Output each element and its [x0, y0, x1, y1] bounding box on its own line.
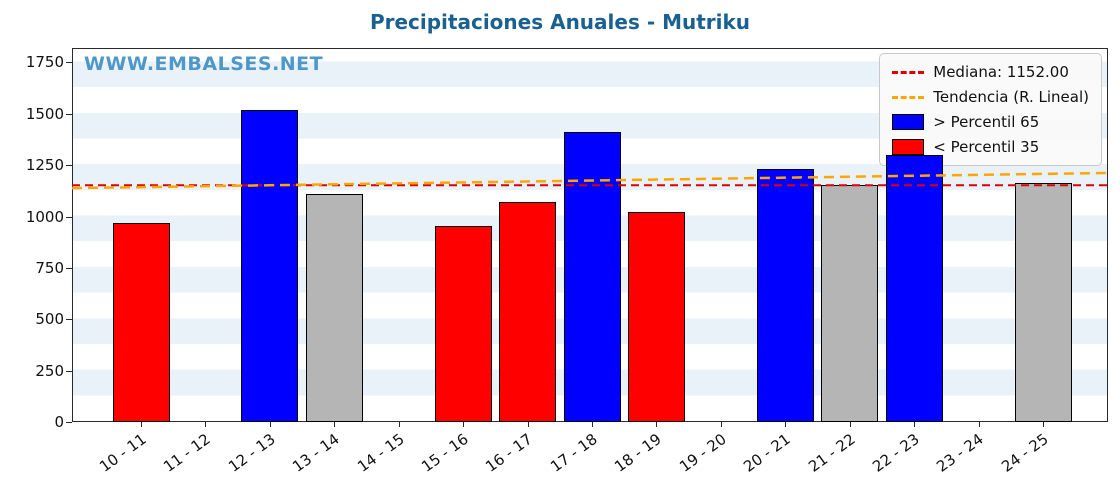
y-axis-tick-label: 1750: [25, 53, 64, 72]
x-axis-tick: [141, 422, 142, 427]
bar-13-14: [305, 193, 363, 422]
x-axis-tick-label: 14 - 15: [353, 430, 408, 476]
x-axis-tick: [205, 422, 207, 427]
x-axis-tick-label: 19 - 20: [675, 430, 730, 476]
x-axis-tick-label: 17 - 18: [547, 430, 601, 476]
y-axis-tick-label: 500: [35, 310, 64, 329]
legend-label: Mediana: 1152.00: [933, 63, 1069, 81]
x-axis-tick: [463, 422, 465, 427]
x-axis-tick-label: 12 - 13: [224, 430, 279, 476]
watermark: WWW.EMBALSES.NET: [84, 53, 324, 75]
x-axis-tick: [849, 422, 851, 427]
y-axis-tick-label: 250: [35, 361, 64, 380]
bar-15-16: [434, 225, 492, 422]
y-axis-tick: [66, 165, 72, 167]
y-axis-tick: [66, 216, 72, 218]
x-axis-tick: [1043, 422, 1044, 427]
x-axis-tick: [592, 422, 593, 427]
legend: Mediana: 1152.00 Tendencia (R. Lineal) > P…: [879, 53, 1102, 166]
legend-line-swatch: [892, 70, 925, 74]
legend-item: < Percentil 35: [892, 138, 1089, 156]
legend-item: Tendencia (R. Lineal): [892, 88, 1089, 106]
x-axis-tick-label: 16 - 17: [482, 430, 537, 476]
x-axis-tick-label: 18 - 19: [611, 430, 666, 476]
x-axis-tick-label: 23 - 24: [933, 430, 988, 476]
legend-item: > Percentil 65: [892, 113, 1089, 131]
bar-10-11: [112, 222, 170, 422]
legend-label: > Percentil 65: [933, 113, 1040, 131]
legend-label: < Percentil 35: [933, 138, 1040, 156]
y-axis-tick: [66, 319, 72, 321]
bar-22-23: [885, 154, 943, 422]
x-axis-tick: [398, 422, 400, 427]
legend-patch-swatch: [892, 139, 925, 155]
y-axis-tick: [66, 370, 72, 372]
chart-title: Precipitaciones Anuales - Mutriku: [369, 10, 751, 34]
legend-line-swatch: [892, 95, 925, 99]
x-axis-tick-label: 11 - 12: [160, 430, 215, 476]
y-axis-tick-label: 750: [35, 258, 64, 277]
x-axis-tick-label: 24 - 25: [998, 430, 1052, 476]
y-axis-tick: [66, 62, 72, 64]
bar-12-13: [241, 109, 299, 422]
x-axis-tick: [785, 422, 787, 427]
x-axis-tick: [720, 422, 722, 427]
x-axis-tick-label: 15 - 16: [418, 430, 472, 476]
legend-label: Tendencia (R. Lineal): [933, 88, 1089, 106]
legend-item: Mediana: 1152.00: [892, 63, 1089, 81]
bar-17-18: [563, 132, 621, 422]
x-axis-tick-label: 22 - 23: [869, 430, 923, 476]
y-axis-tick-label: 1000: [25, 207, 64, 226]
y-axis-tick-label: 1500: [25, 104, 64, 123]
y-axis-tick: [66, 422, 72, 423]
x-axis-tick: [656, 422, 658, 427]
bar-20-21: [756, 169, 814, 422]
x-axis-tick: [978, 422, 980, 427]
x-axis-tick: [914, 422, 916, 427]
y-axis-tick-label: 1250: [25, 156, 64, 175]
y-axis-tick: [66, 267, 72, 269]
y-axis-tick: [66, 113, 72, 115]
x-axis-tick: [334, 422, 336, 427]
bar-24-25: [1014, 182, 1072, 422]
legend-patch-swatch: [892, 114, 925, 130]
x-axis-tick: [269, 422, 271, 427]
y-axis-tick-label: 0: [54, 413, 64, 431]
x-axis-tick: [527, 422, 529, 427]
x-axis-tick-label: 13 - 14: [289, 430, 343, 476]
x-axis-tick-label: 10 - 11: [96, 430, 150, 476]
x-axis-tick-label: 21 - 22: [804, 430, 859, 476]
x-axis-tick-label: 20 - 21: [740, 430, 794, 476]
bar-18-19: [627, 212, 685, 422]
bar-21-22: [821, 184, 879, 422]
bar-16-17: [499, 202, 557, 422]
